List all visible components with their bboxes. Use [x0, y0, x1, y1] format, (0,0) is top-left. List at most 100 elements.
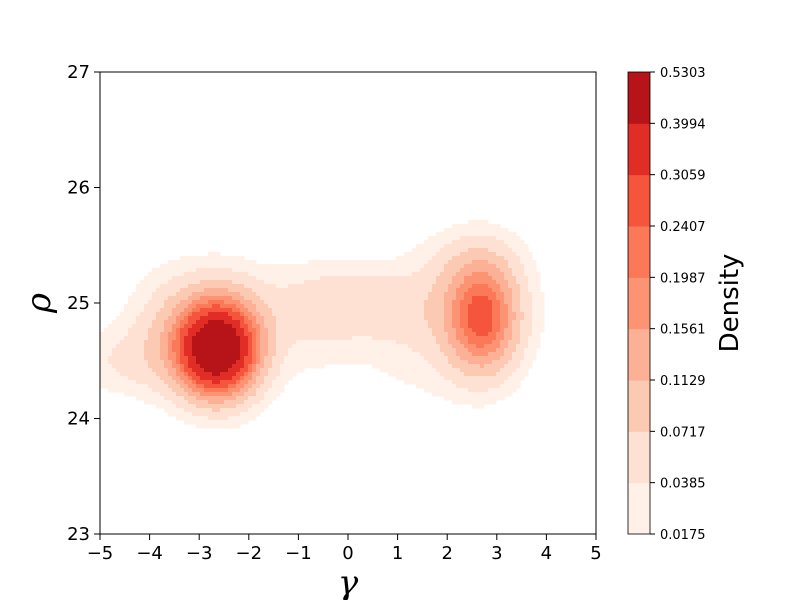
- contour-cell: [356, 288, 361, 293]
- contour-cell: [468, 268, 473, 273]
- contour-cell: [284, 344, 289, 349]
- contour-cell: [260, 332, 265, 337]
- contour-cell: [132, 376, 137, 381]
- contour-cell: [244, 400, 249, 405]
- contour-cell: [484, 336, 489, 341]
- contour-cell: [456, 288, 461, 293]
- contour-cell: [488, 380, 493, 385]
- contour-cell: [180, 380, 185, 385]
- x-tick-label: −5: [87, 543, 114, 564]
- contour-cell: [420, 360, 425, 365]
- contour-cell: [112, 380, 117, 385]
- contour-cell: [484, 228, 489, 233]
- contour-cell: [232, 396, 237, 401]
- contour-cell: [384, 264, 389, 269]
- contour-cell: [132, 384, 137, 389]
- y-tick-label: 27: [67, 62, 90, 83]
- contour-cell: [204, 412, 209, 417]
- contour-cell: [408, 268, 413, 273]
- colorbar: 0.01750.03850.07170.11290.15610.19870.24…: [627, 66, 745, 543]
- contour-cell: [128, 336, 133, 341]
- contour-cell: [448, 268, 453, 273]
- contour-cell: [376, 356, 381, 361]
- contour-cell: [144, 388, 149, 393]
- contour-cell: [168, 288, 173, 293]
- contour-cell: [296, 268, 301, 273]
- contour-cell: [372, 356, 377, 361]
- contour-cell: [244, 408, 249, 413]
- contour-cell: [476, 236, 481, 241]
- contour-cell: [520, 288, 525, 293]
- contour-cell: [492, 360, 497, 365]
- contour-cell: [492, 300, 497, 305]
- contour-cell: [316, 352, 321, 357]
- contour-cell: [344, 284, 349, 289]
- contour-cell: [324, 308, 329, 313]
- contour-cell: [240, 368, 245, 373]
- contour-cell: [476, 388, 481, 393]
- contour-cell: [400, 376, 405, 381]
- contour-cell: [428, 268, 433, 273]
- contour-cell: [440, 376, 445, 381]
- contour-cell: [472, 356, 477, 361]
- contour-cell: [136, 368, 141, 373]
- contour-cell: [152, 312, 157, 317]
- contour-cell: [332, 356, 337, 361]
- contour-cell: [288, 324, 293, 329]
- contour-cell: [496, 328, 501, 333]
- contour-cell: [344, 300, 349, 305]
- contour-cell: [200, 416, 205, 421]
- contour-cell: [168, 328, 173, 333]
- contour-cell: [288, 268, 293, 273]
- contour-cell: [272, 300, 277, 305]
- contour-cell: [204, 380, 209, 385]
- contour-cell: [384, 328, 389, 333]
- contour-cell: [280, 336, 285, 341]
- contour-cell: [168, 388, 173, 393]
- contour-cell: [304, 272, 309, 277]
- contour-cell: [220, 300, 225, 305]
- contour-cell: [180, 376, 185, 381]
- contour-cell: [444, 380, 449, 385]
- contour-cell: [248, 300, 253, 305]
- contour-cell: [196, 300, 201, 305]
- contour-cell: [200, 280, 205, 285]
- contour-cell: [272, 320, 277, 325]
- contour-cell: [200, 340, 205, 345]
- contour-cell: [144, 368, 149, 373]
- contour-cell: [128, 380, 133, 385]
- contour-cell: [476, 232, 481, 237]
- contour-cell: [404, 260, 409, 265]
- contour-cell: [272, 352, 277, 357]
- contour-cell: [296, 360, 301, 365]
- contour-cell: [428, 252, 433, 257]
- contour-cell: [176, 288, 181, 293]
- contour-cell: [220, 372, 225, 377]
- contour-cell: [468, 368, 473, 373]
- contour-cell: [332, 264, 337, 269]
- contour-cell: [444, 232, 449, 237]
- contour-cell: [444, 300, 449, 305]
- contour-cell: [264, 352, 269, 357]
- contour-cell: [268, 320, 273, 325]
- contour-cell: [456, 388, 461, 393]
- contour-cell: [392, 336, 397, 341]
- contour-cell: [192, 324, 197, 329]
- contour-cell: [396, 272, 401, 277]
- contour-cell: [252, 304, 257, 309]
- contour-cell: [420, 268, 425, 273]
- contour-cell: [440, 316, 445, 321]
- colorbar-tick-label: 0.0717: [660, 425, 706, 440]
- contour-cell: [512, 308, 517, 313]
- contour-cell: [380, 344, 385, 349]
- contour-cell: [224, 280, 229, 285]
- contour-cell: [236, 284, 241, 289]
- contour-cell: [188, 396, 193, 401]
- contour-cell: [444, 288, 449, 293]
- contour-cell: [188, 356, 193, 361]
- contour-cell: [480, 400, 485, 405]
- contour-cell: [436, 372, 441, 377]
- contour-cell: [408, 288, 413, 293]
- contour-cell: [500, 352, 505, 357]
- contour-cell: [508, 232, 513, 237]
